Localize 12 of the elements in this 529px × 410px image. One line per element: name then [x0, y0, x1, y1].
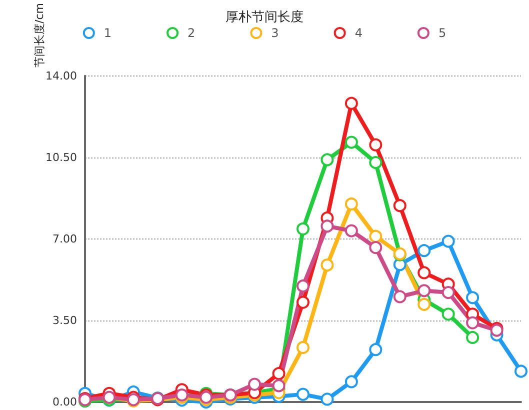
legend-label: 5	[438, 26, 446, 40]
legend-label: 4	[354, 26, 362, 40]
y-tick-label: 14.00	[46, 69, 77, 82]
chart-title: 厚朴节间长度	[226, 9, 304, 25]
legend-label: 2	[188, 26, 196, 40]
legend-label: 3	[271, 26, 279, 40]
y-axis-title: 节间长度/cm	[33, 3, 46, 68]
y-tick-label: 10.50	[46, 150, 77, 164]
y-tick-label: 7.00	[52, 232, 77, 246]
y-tick-label: 3.50	[52, 314, 77, 327]
legend-label: 1	[104, 26, 112, 40]
y-tick-label: 0.00	[52, 396, 77, 408]
